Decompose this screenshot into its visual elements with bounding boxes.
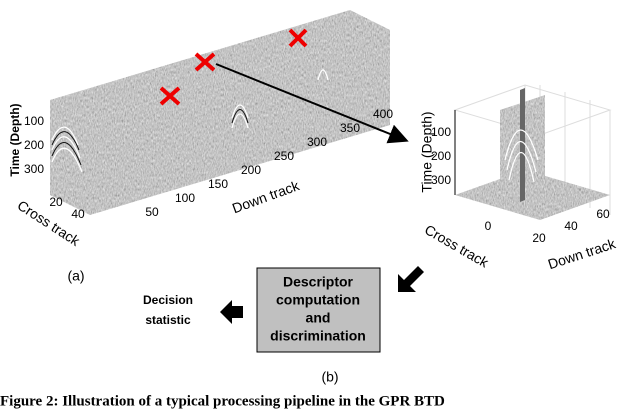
output-text: Decision — [143, 293, 193, 307]
process-box — [256, 267, 381, 353]
tick-label: 20 — [532, 231, 546, 245]
detections — [159, 28, 308, 106]
tick-label: 300 — [431, 173, 451, 187]
tick-label: 350 — [340, 121, 360, 135]
axis-label: Cross track — [422, 221, 492, 271]
tick-label: 20 — [49, 195, 63, 209]
box-text: discrimination — [270, 328, 366, 344]
arrow — [220, 300, 243, 324]
tick-label: 40 — [564, 219, 578, 233]
tick-label: 100 — [175, 191, 195, 205]
caption: Figure 2: Illustration of a typical proc… — [0, 393, 445, 409]
patch-volume — [453, 84, 612, 220]
output-text: statistic — [145, 313, 191, 327]
panel-label: (b) — [321, 369, 338, 385]
extraction-arrow — [215, 63, 409, 144]
box-text: computation — [276, 292, 360, 308]
panel-label: (a) — [67, 268, 84, 284]
tick-label: 200 — [431, 149, 451, 163]
tick-label: 0 — [485, 219, 492, 233]
tick-label: 100 — [24, 114, 44, 128]
tick-label: 300 — [307, 135, 327, 149]
tick-label: 200 — [24, 138, 44, 152]
box-text: Descriptor — [283, 274, 354, 290]
tick-label: 300 — [24, 162, 44, 176]
tick-label: 40 — [71, 207, 85, 221]
axis-label: Time (Depth) — [8, 103, 22, 176]
axis-label: Down track — [230, 177, 302, 216]
axis-label: Down track — [546, 235, 618, 272]
tick-label: 400 — [373, 107, 393, 121]
arrow — [398, 266, 424, 292]
tick-label: 50 — [145, 205, 159, 219]
tick-label: 250 — [274, 149, 294, 163]
box-text: and — [306, 310, 331, 326]
tick-label: 200 — [241, 163, 261, 177]
axis-label: Time (Depth) — [419, 111, 435, 192]
tick-label: 100 — [431, 125, 451, 139]
tick-label: 60 — [596, 207, 610, 221]
tick-label: 150 — [208, 177, 228, 191]
